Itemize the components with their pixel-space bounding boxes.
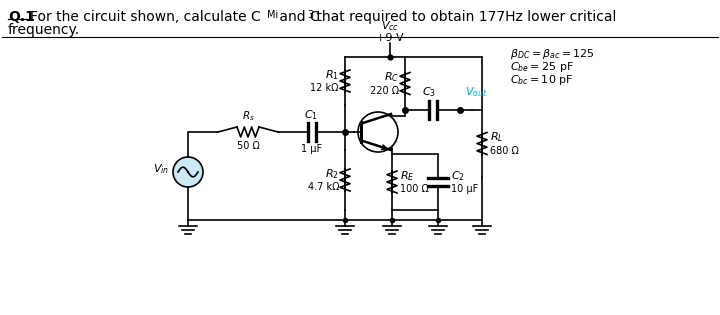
Text: 680 Ω: 680 Ω (490, 146, 519, 156)
Text: Q.1: Q.1 (8, 10, 35, 24)
Text: 50 Ω: 50 Ω (237, 141, 259, 151)
Text: 4.7 kΩ: 4.7 kΩ (307, 182, 339, 192)
Text: $R_L$: $R_L$ (490, 131, 503, 144)
Text: $V_{cc}$: $V_{cc}$ (381, 19, 399, 33)
Text: For the circuit shown, calculate C: For the circuit shown, calculate C (30, 10, 261, 24)
Text: and C: and C (275, 10, 320, 24)
Text: $R_2$: $R_2$ (325, 167, 339, 181)
Text: $C_3$: $C_3$ (423, 85, 436, 99)
Text: 3: 3 (307, 10, 313, 20)
Text: $C_1$: $C_1$ (305, 108, 318, 122)
Text: $R_s$: $R_s$ (242, 109, 254, 123)
Text: $C_{bc}=10\ \mathrm{pF}$: $C_{bc}=10\ \mathrm{pF}$ (510, 73, 574, 87)
Text: $C_2$: $C_2$ (451, 169, 465, 183)
Text: $\beta_{DC}=\beta_{ac}=125$: $\beta_{DC}=\beta_{ac}=125$ (510, 47, 595, 61)
Text: +9 V: +9 V (376, 33, 404, 43)
Text: $R_1$: $R_1$ (325, 68, 339, 82)
Text: Mi: Mi (267, 10, 278, 20)
Text: that required to obtain 177Hz lower critical: that required to obtain 177Hz lower crit… (312, 10, 616, 24)
Text: $R_C$: $R_C$ (384, 71, 399, 84)
Text: $R_E$: $R_E$ (400, 169, 415, 183)
Text: $V_{out}$: $V_{out}$ (465, 85, 487, 99)
Text: 1 μF: 1 μF (301, 144, 322, 154)
Text: 220 Ω: 220 Ω (370, 85, 399, 95)
Text: frequency.: frequency. (8, 23, 80, 37)
Text: 10 μF: 10 μF (451, 184, 478, 194)
Text: $V_{in}$: $V_{in}$ (153, 162, 169, 176)
Text: $C_{be}=25\ \mathrm{pF}$: $C_{be}=25\ \mathrm{pF}$ (510, 60, 574, 74)
Text: 100 Ω: 100 Ω (400, 184, 429, 194)
Circle shape (173, 157, 203, 187)
Text: 12 kΩ: 12 kΩ (310, 83, 339, 93)
